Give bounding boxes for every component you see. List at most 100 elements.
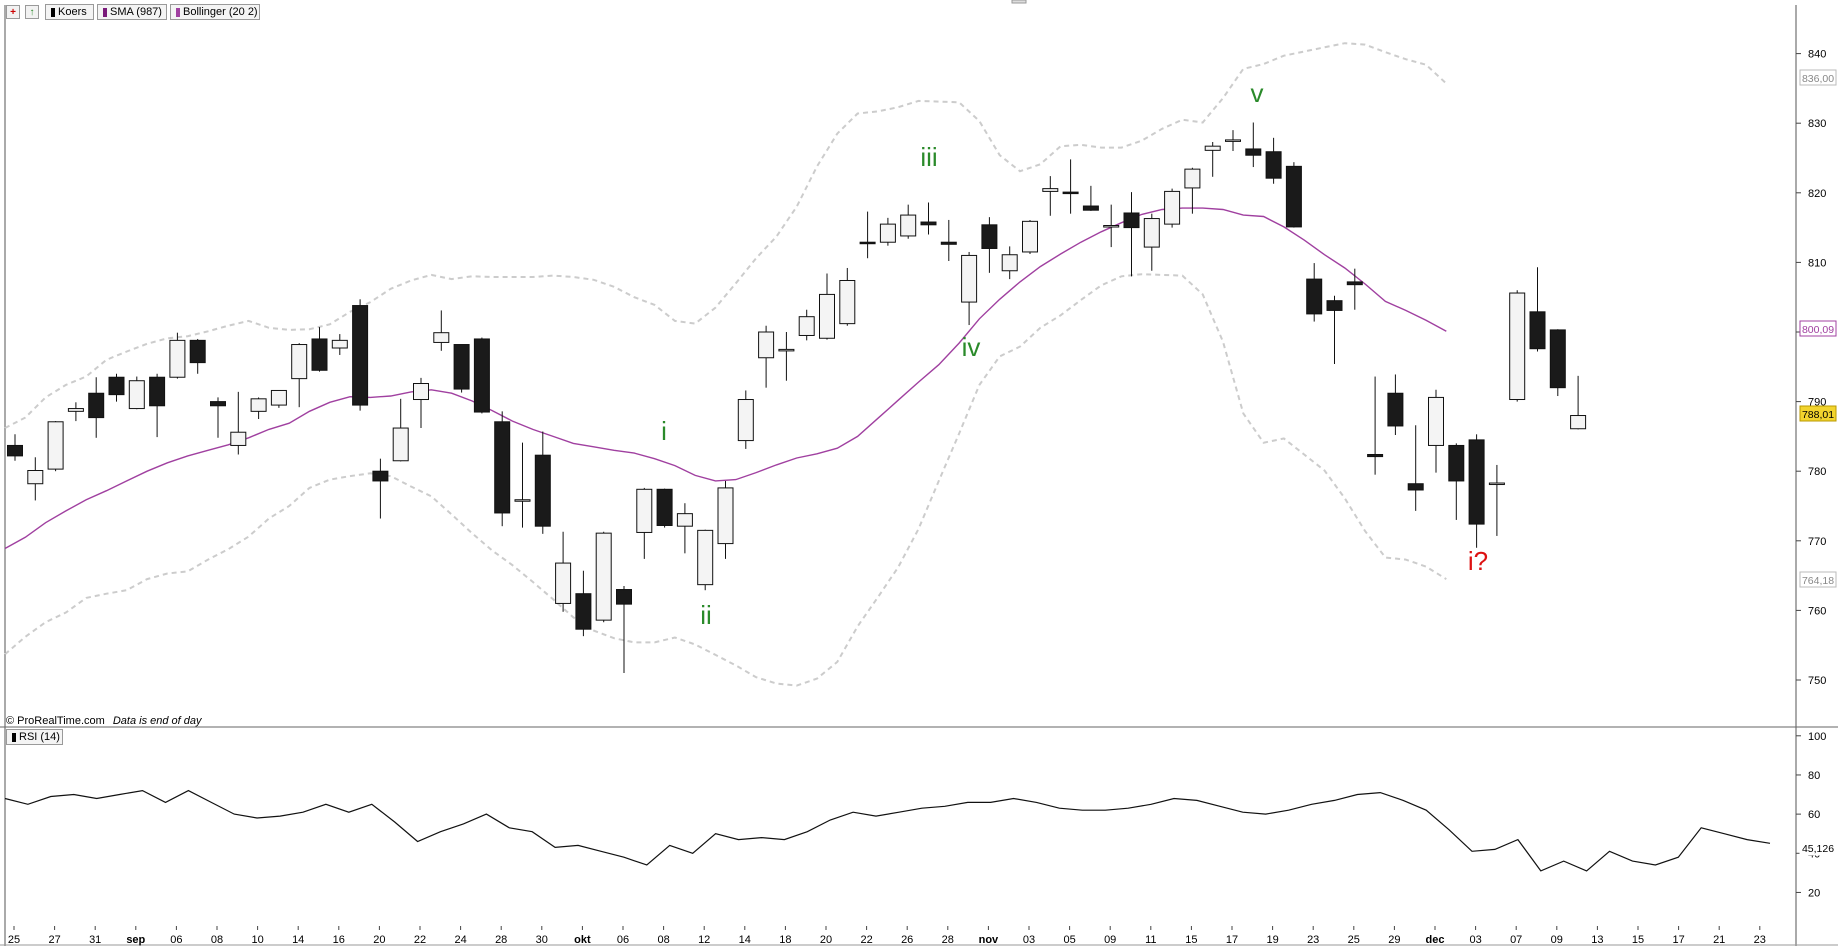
candle-body <box>433 332 450 343</box>
candle-body <box>920 221 937 226</box>
date-label: 09 <box>1551 934 1563 946</box>
sma-swatch <box>103 8 107 17</box>
candle <box>453 344 470 393</box>
date-label: 13 <box>1591 934 1603 946</box>
candle-body <box>108 376 125 396</box>
candle-body <box>697 529 714 586</box>
candle-body <box>88 392 105 419</box>
candle-body <box>534 454 551 527</box>
legend-koers-label: Koers <box>58 6 87 18</box>
copyright-label: © ProRealTime.com <box>6 715 105 727</box>
candle <box>555 531 572 612</box>
candle-body <box>372 470 389 482</box>
candle <box>1529 267 1546 352</box>
candle-body <box>1326 300 1343 311</box>
candle <box>940 219 957 262</box>
legend-koers[interactable]: Koers <box>45 4 94 20</box>
candle <box>169 332 186 379</box>
date-label: 26 <box>901 934 913 946</box>
candle <box>1225 130 1241 152</box>
date-label: 14 <box>739 934 751 946</box>
candle <box>1346 268 1363 310</box>
candle <box>1387 374 1404 436</box>
candle-body <box>1367 453 1384 458</box>
candle <box>534 431 551 534</box>
candle-body <box>717 487 734 545</box>
date-label: 09 <box>1104 934 1116 946</box>
candle <box>1367 376 1384 475</box>
candlesticks <box>7 122 1587 674</box>
last-price-tag: 788,01 <box>1802 409 1834 421</box>
candle-body <box>311 338 328 371</box>
candle <box>433 310 450 351</box>
lower-band-tag-box <box>1799 571 1837 588</box>
candle-body <box>169 339 186 378</box>
add-indicator-button[interactable]: + <box>6 5 20 19</box>
arrow-up-icon[interactable]: ↑ <box>25 5 39 19</box>
price-tick-label: 770 <box>1808 536 1826 548</box>
rsi-tag-box <box>1799 839 1837 856</box>
candle <box>291 343 308 408</box>
date-label: nov <box>979 934 999 946</box>
candle-body <box>1285 165 1302 228</box>
legend-rsi[interactable]: RSI (14) <box>6 729 63 745</box>
date-label: 08 <box>657 934 669 946</box>
date-label: 31 <box>89 934 101 946</box>
legend-sma[interactable]: SMA (987) <box>97 4 167 20</box>
date-label: 18 <box>779 934 791 946</box>
date-label: 22 <box>414 934 426 946</box>
date-label: 27 <box>48 934 60 946</box>
date-label: 11 <box>1145 934 1156 946</box>
date-label: 12 <box>698 934 710 946</box>
candle-body <box>1306 278 1323 315</box>
candle-body <box>514 499 531 502</box>
candle-body <box>1082 205 1099 211</box>
wave-label: iv <box>962 332 981 362</box>
price-tick-label: 820 <box>1808 188 1826 200</box>
date-label: 07 <box>1510 934 1522 946</box>
bollinger-upper-line <box>4 42 1447 429</box>
candle <box>128 376 145 410</box>
candle-body <box>1184 168 1201 189</box>
candle-body <box>839 279 856 325</box>
date-label: 16 <box>333 934 345 946</box>
date-label: 19 <box>1266 934 1278 946</box>
candle <box>798 309 815 341</box>
wave-label: i? <box>1468 546 1488 576</box>
candle <box>1488 464 1505 536</box>
candle <box>514 442 531 528</box>
date-label: 15 <box>1632 934 1644 946</box>
candle-body <box>1448 444 1465 482</box>
candle <box>1062 159 1079 214</box>
candle <box>1448 443 1465 520</box>
candle-body <box>149 376 166 407</box>
wave-label: ii <box>700 600 712 630</box>
candle-body <box>798 316 815 336</box>
candle-body <box>270 389 287 406</box>
candle <box>1549 329 1566 397</box>
date-label: 28 <box>495 934 507 946</box>
date-label: 06 <box>170 934 182 946</box>
candle <box>1001 246 1018 280</box>
legend-bollinger[interactable]: Bollinger (20 2) <box>170 4 260 20</box>
candle <box>88 377 105 438</box>
price-tick-label: 750 <box>1808 675 1826 687</box>
candle-body <box>230 431 247 446</box>
date-label: 20 <box>373 934 385 946</box>
legend-sma-label: SMA (987) <box>110 6 162 18</box>
candle <box>920 202 937 235</box>
candle-body <box>981 224 998 249</box>
candle-body <box>1143 218 1160 248</box>
date-label: 29 <box>1388 934 1400 946</box>
candle <box>1407 425 1424 511</box>
date-label: 28 <box>942 934 954 946</box>
candle-body <box>1265 151 1282 179</box>
candle-body <box>1022 220 1038 253</box>
candle <box>149 373 166 438</box>
date-label: 24 <box>454 934 466 946</box>
price-tick-label: 810 <box>1808 257 1826 269</box>
candle <box>636 487 653 559</box>
candle-body <box>575 593 592 630</box>
candle-body <box>1407 483 1424 491</box>
